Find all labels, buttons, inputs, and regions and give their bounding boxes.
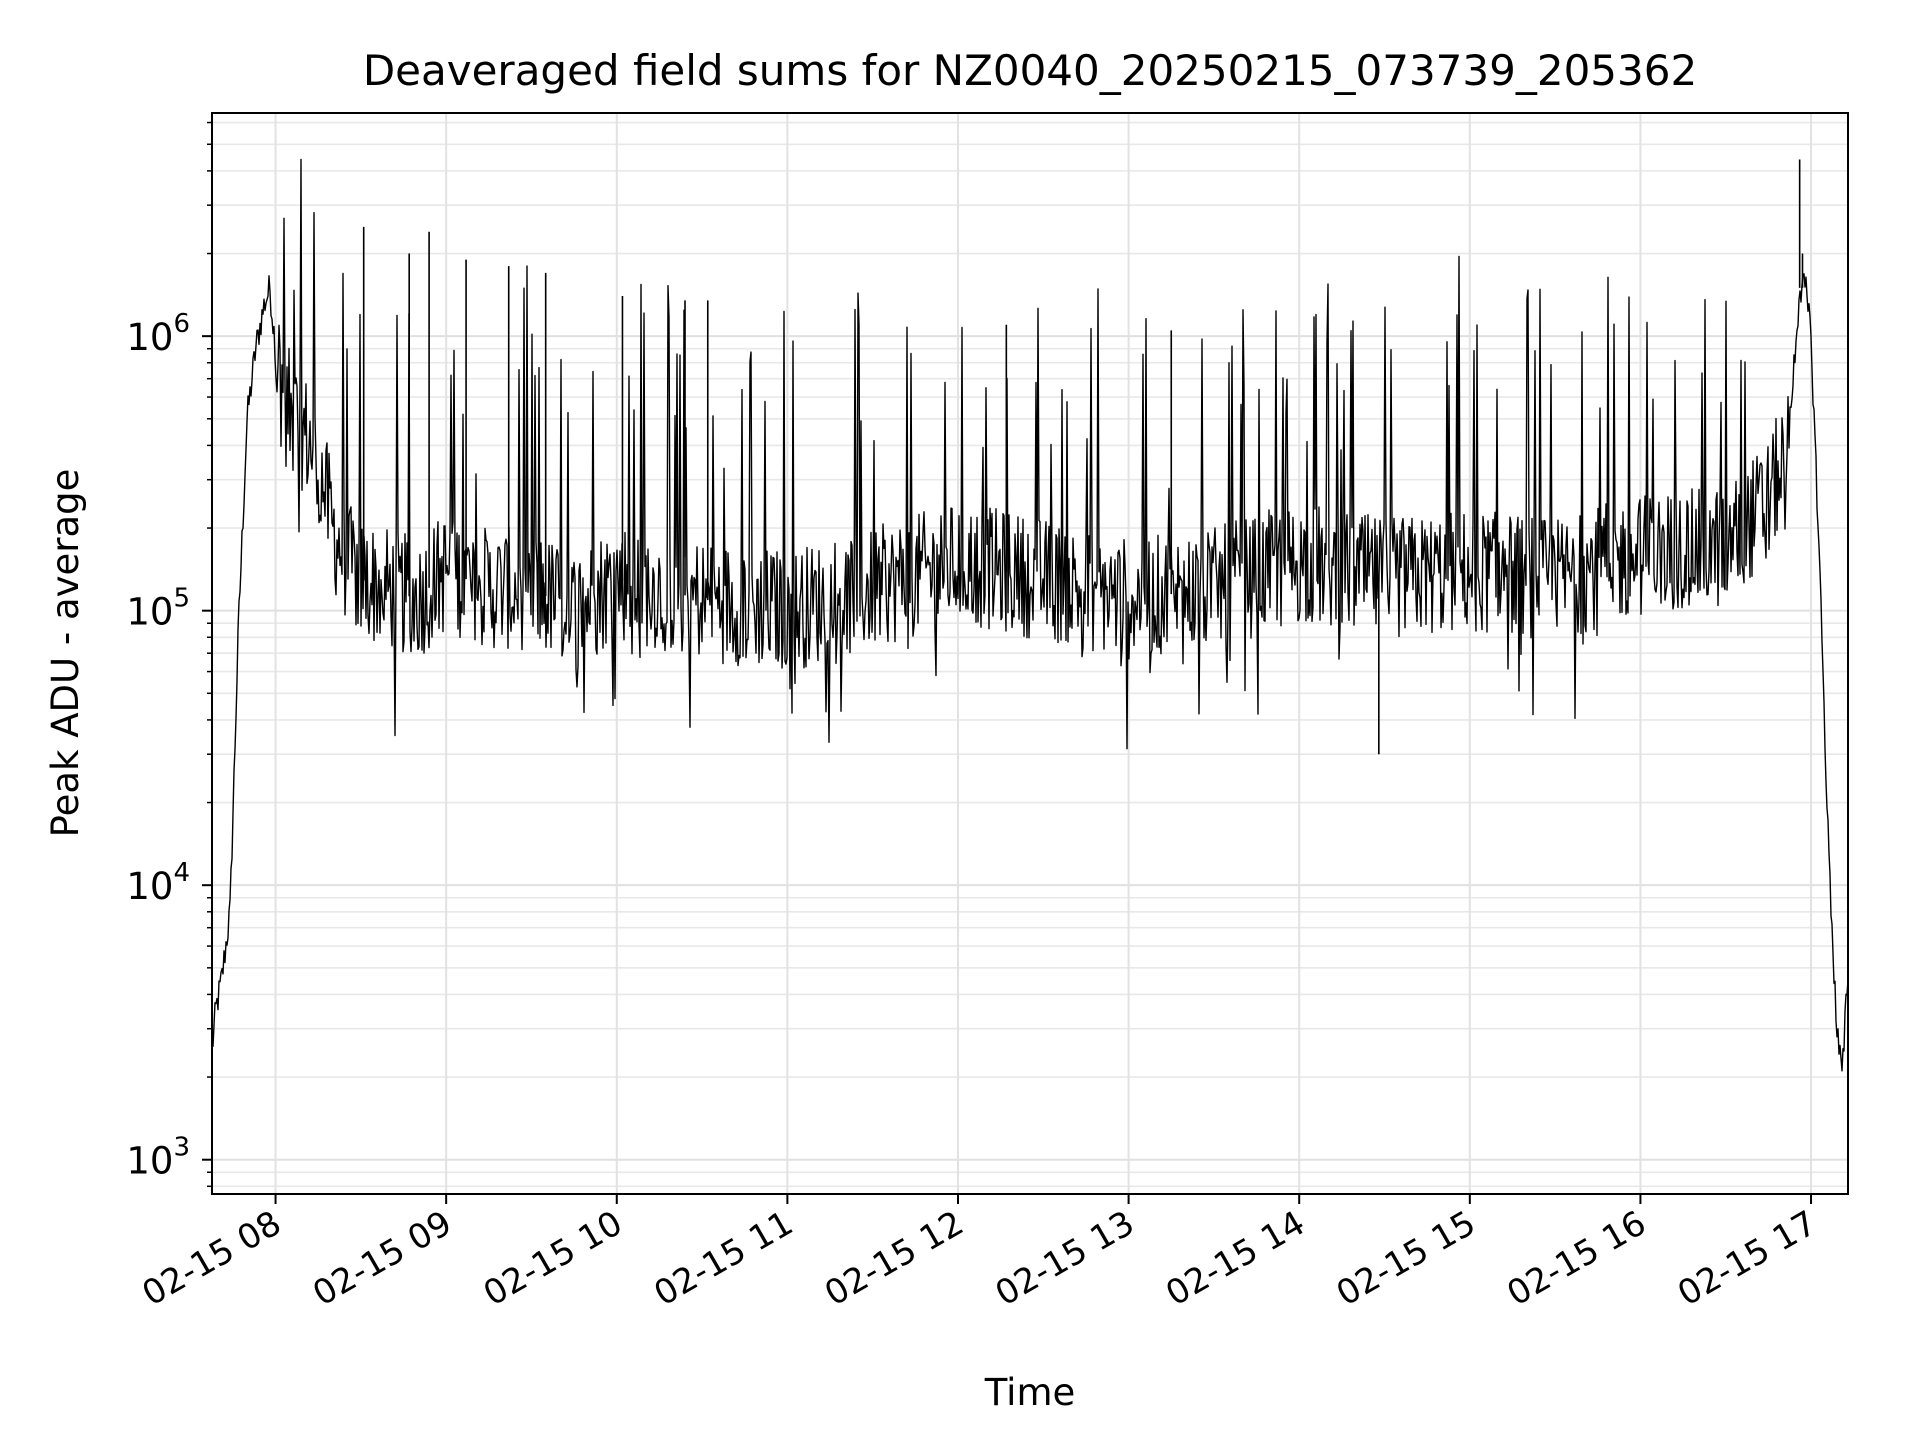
x-gridlines: [274, 113, 1813, 1194]
y-tick-label: 105: [126, 584, 190, 634]
y-tick-label: 104: [126, 858, 190, 908]
series-layer: [211, 158, 1849, 1072]
series-line: [211, 158, 1849, 1072]
y-tick-label: 106: [126, 309, 190, 359]
y-tick-label: 103: [126, 1133, 190, 1183]
minor-y-gridlines: [212, 121, 1848, 1188]
x-axis-label: Time: [984, 1371, 1076, 1414]
y-ticks: 103 104 105 106: [126, 121, 212, 1188]
y-axis-label: Peak ADU - average: [44, 469, 87, 838]
chart-title: Deaveraged field sums for NZ0040_2025021…: [363, 46, 1697, 95]
